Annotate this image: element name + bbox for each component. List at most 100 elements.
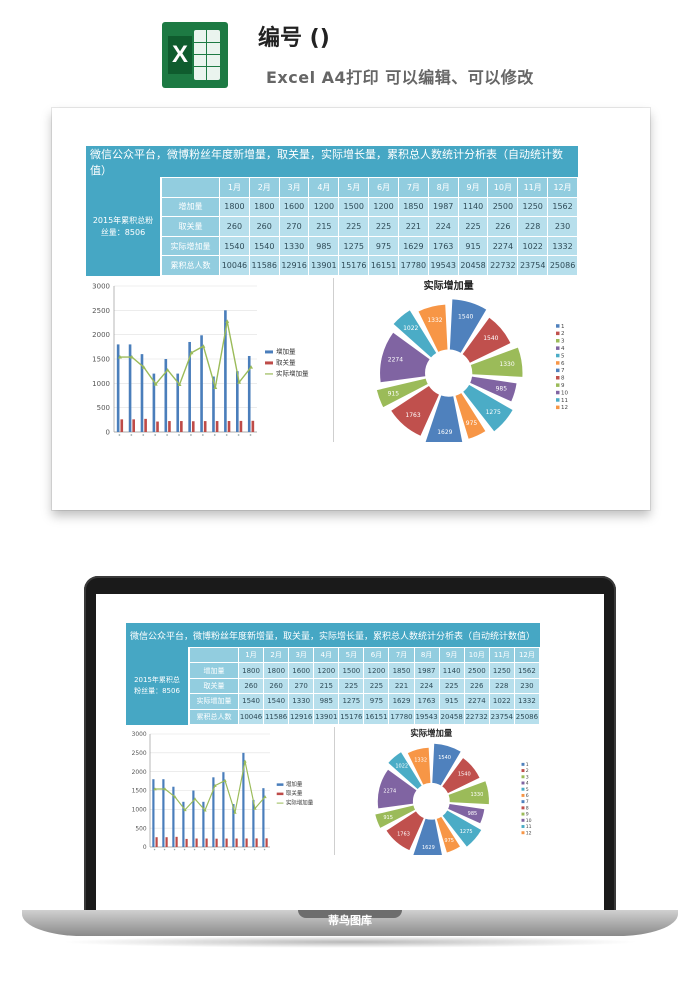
- legend-swatch: [265, 361, 273, 365]
- y-tick-label: 500: [135, 826, 146, 832]
- pie-legend-swatch: [556, 398, 560, 402]
- pie-data-label: 1022: [395, 764, 408, 770]
- bar-unfollow: [203, 421, 207, 432]
- x-tick-label: [213, 848, 216, 851]
- net-increase-point: [193, 797, 197, 801]
- bar-unfollow: [205, 838, 208, 847]
- x-tick-label: [154, 434, 157, 436]
- table-cell: 225: [438, 677, 465, 695]
- net-increase-point: [249, 365, 254, 369]
- pie-legend-label: 6: [526, 793, 529, 799]
- table-row: 实际增加量 1540 1540 1330 985 1275 975 1629 1763 915 22…: [161, 235, 578, 257]
- bar-increase: [192, 790, 195, 847]
- table-cell: 1600: [288, 662, 315, 679]
- table-cell: 1800: [237, 662, 265, 679]
- month-header-cell: 11月: [517, 177, 549, 198]
- month-header-cell: 6月: [368, 177, 399, 198]
- table-cell: 230: [547, 216, 578, 237]
- pie-legend-label: 5: [561, 353, 565, 359]
- x-tick-label: [178, 434, 180, 436]
- month-header-cell: 11月: [488, 646, 515, 664]
- pie-legend-label: 10: [561, 390, 568, 396]
- legend-label: 取关量: [276, 357, 296, 366]
- table-cell: 260: [263, 677, 290, 695]
- bar-increase: [152, 373, 156, 432]
- bar-increase: [152, 779, 155, 847]
- pie-slice: [470, 347, 523, 377]
- table-cell: 13901: [313, 708, 340, 726]
- net-increase-line: [119, 321, 252, 388]
- pie-slice: [386, 811, 424, 851]
- pie-slice: [470, 376, 517, 402]
- charts-area: 0 500 1000 1500 2000 2500 3000 增加量 取关量 实际增加量 实际增加量…: [86, 278, 578, 442]
- pie-legend-swatch: [521, 800, 525, 804]
- pie-slice: [391, 386, 439, 436]
- pie-legend-swatch: [521, 762, 525, 766]
- table-cell: 1200: [308, 196, 340, 218]
- legend-label: 增加量: [286, 780, 303, 788]
- bar-increase: [212, 777, 215, 847]
- pie-data-label: 1332: [427, 317, 442, 324]
- legend-swatch: [276, 783, 284, 786]
- pie-slice: [375, 805, 415, 828]
- x-tick-label: [118, 434, 121, 436]
- net-increase-point: [173, 795, 177, 799]
- month-header-cell: 5月: [338, 177, 370, 198]
- net-increase-point: [201, 344, 206, 348]
- table-cell: 1763: [413, 693, 440, 710]
- table-cell: 1200: [363, 662, 390, 679]
- table-cell: 25086: [547, 255, 578, 276]
- bar-increase: [176, 373, 180, 432]
- table-cell: 10046: [219, 255, 250, 276]
- month-header-cell: 8月: [427, 177, 459, 198]
- table-cell: 1022: [488, 693, 515, 710]
- table-cell: 1022: [517, 235, 549, 257]
- table-cell: 1629: [397, 235, 429, 257]
- pie-data-label: 1275: [486, 409, 501, 416]
- table-row: 增加量 1800 1800 1600 1200 1500 1200 1850 1987 1140 2…: [161, 196, 578, 218]
- x-tick-label: [163, 848, 166, 851]
- table-cell: 228: [488, 677, 515, 695]
- table-row: 累积总人数 10046 11586 12916 13901 15176 16151 17780…: [189, 708, 540, 726]
- table-cell: 975: [363, 693, 390, 710]
- y-tick-label: 1000: [132, 807, 147, 813]
- net-increase-point: [223, 778, 227, 782]
- bar-increase: [188, 341, 191, 432]
- net-increase-point: [129, 355, 134, 359]
- bar-unfollow: [156, 421, 159, 432]
- month-header-cell: 3月: [278, 177, 310, 198]
- bar-increase: [262, 788, 265, 847]
- page-subtitle: Excel A4打印 可以编辑、可以修改: [266, 68, 534, 87]
- x-tick-label: [203, 848, 206, 851]
- table-cell: 221: [397, 216, 429, 237]
- table-cell: 230: [513, 677, 540, 695]
- pie-legend-label: 3: [561, 339, 565, 345]
- pie-legend-swatch: [556, 331, 560, 336]
- month-header-cell: 9月: [457, 177, 489, 198]
- bar-unfollow: [120, 419, 124, 432]
- pie-legend-swatch: [556, 390, 560, 395]
- bar-increase: [164, 359, 168, 432]
- table-cell: 20458: [438, 708, 465, 726]
- row-label-cell: 累积总人数: [189, 708, 239, 726]
- table-cell: 2274: [487, 235, 519, 257]
- table-cell: 226: [463, 677, 490, 695]
- pie-legend-swatch: [556, 361, 560, 365]
- pie-legend-label: 11: [561, 398, 568, 404]
- row-label-cell: 实际增加量: [189, 693, 239, 710]
- table-row: 取关量 260 260 270 215 225 225 221 224 225 226 228 230: [161, 216, 578, 237]
- pie-legend-label: 11: [526, 824, 532, 830]
- laptop-notch: [298, 910, 402, 918]
- pie-data-label: 1022: [403, 325, 418, 332]
- bar-unfollow: [239, 420, 243, 432]
- pie-legend-swatch: [556, 383, 560, 387]
- pie-data-label: 1629: [437, 429, 452, 436]
- table-cell: 19543: [413, 708, 440, 726]
- month-header-cell: 5月: [338, 646, 365, 664]
- net-increase-point: [141, 365, 146, 369]
- pie-slice: [377, 769, 417, 809]
- page-title: 编号 (): [258, 26, 330, 51]
- y-tick-label: 1500: [132, 789, 147, 795]
- pie-legend-swatch: [521, 825, 525, 828]
